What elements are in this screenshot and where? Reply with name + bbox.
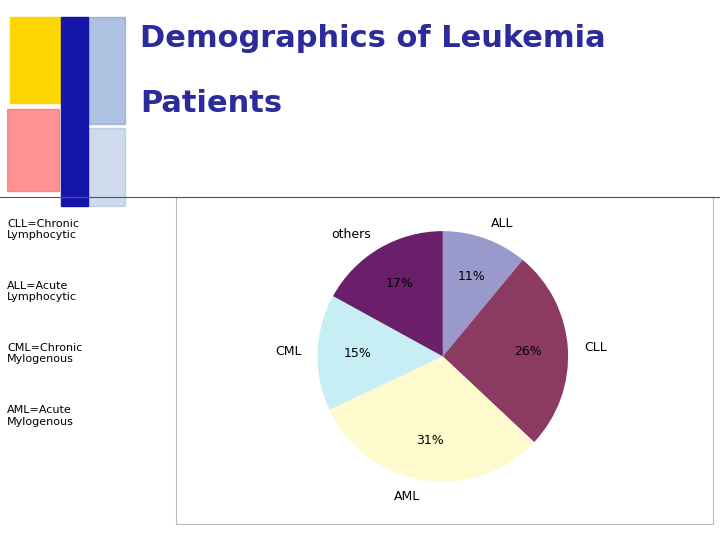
Text: others: others xyxy=(331,228,371,241)
Text: Demographics of Leukemia: Demographics of Leukemia xyxy=(140,24,606,53)
Bar xyxy=(61,17,88,206)
Bar xyxy=(88,128,125,206)
Wedge shape xyxy=(318,296,443,410)
Text: 11%: 11% xyxy=(458,270,485,283)
Text: AML: AML xyxy=(395,490,420,503)
Text: 31%: 31% xyxy=(415,434,444,447)
Wedge shape xyxy=(443,231,523,356)
Wedge shape xyxy=(330,356,534,482)
Text: CLL: CLL xyxy=(584,341,607,354)
Bar xyxy=(88,17,125,124)
Text: ALL: ALL xyxy=(491,217,513,230)
Text: 17%: 17% xyxy=(385,276,413,289)
Bar xyxy=(9,17,61,103)
Text: 15%: 15% xyxy=(343,347,372,360)
Text: ALL=Acute
Lymphocytic: ALL=Acute Lymphocytic xyxy=(7,281,77,302)
Text: AML=Acute
Mylogenous: AML=Acute Mylogenous xyxy=(7,405,74,427)
Wedge shape xyxy=(333,231,443,356)
Text: CLL=Chronic
Lymphocytic: CLL=Chronic Lymphocytic xyxy=(7,219,79,240)
Text: Patients: Patients xyxy=(140,89,282,118)
Wedge shape xyxy=(443,260,568,442)
Text: CML=Chronic
Mylogenous: CML=Chronic Mylogenous xyxy=(7,343,83,364)
Text: CML: CML xyxy=(275,346,301,359)
Bar xyxy=(7,109,58,191)
Text: 26%: 26% xyxy=(514,345,541,357)
